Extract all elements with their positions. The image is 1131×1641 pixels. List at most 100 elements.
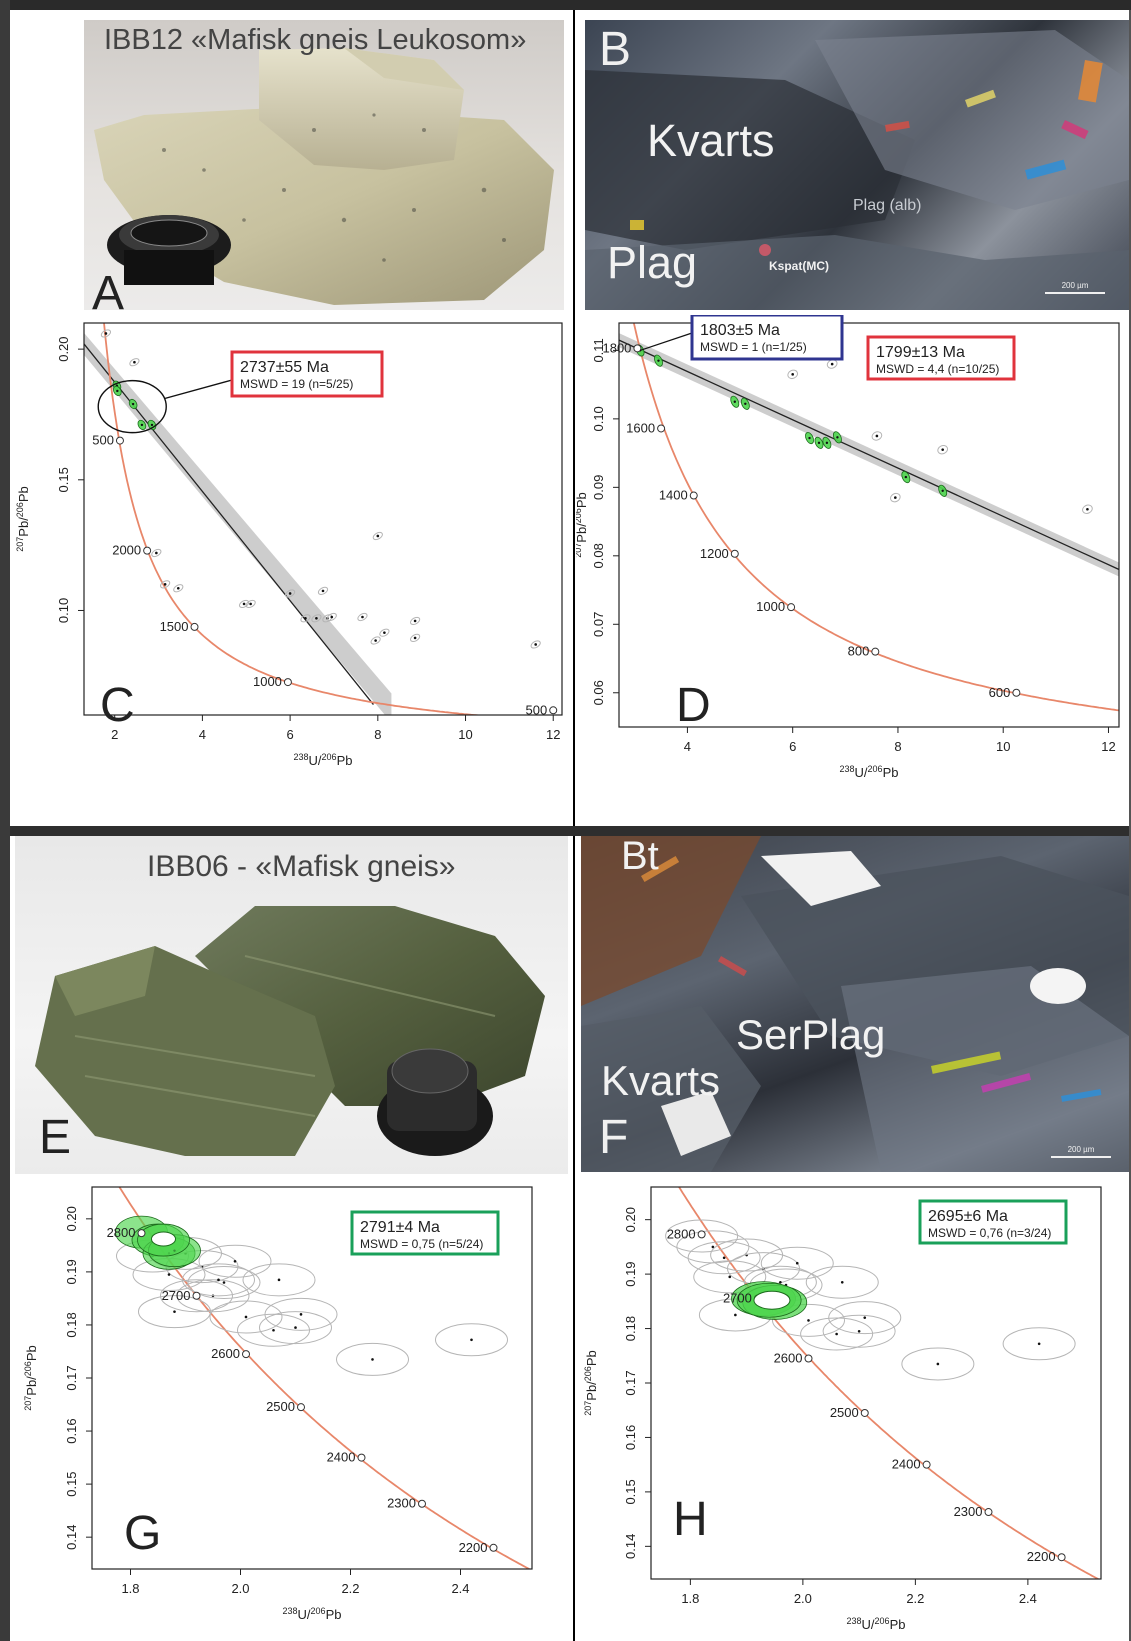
photo-panel-e: IBB06 - «Mafisk gneis» E bbox=[15, 836, 568, 1174]
scale-label-b: 200 µm bbox=[1062, 281, 1089, 290]
data-ellipse-grey bbox=[198, 1244, 272, 1278]
data-ellipse-grey bbox=[173, 584, 184, 593]
x-axis-title: 238U/206Pb bbox=[840, 764, 899, 780]
x-tick-label: 8 bbox=[374, 727, 381, 742]
data-ellipse-grey bbox=[300, 614, 311, 623]
data-point-grey bbox=[272, 1328, 275, 1332]
data-point-grey bbox=[163, 583, 167, 586]
y-axis-title: 207Pb/206Pb bbox=[15, 486, 31, 551]
data-point-grey bbox=[1037, 1342, 1041, 1346]
concordia-age-marker bbox=[192, 1291, 201, 1300]
data-point-grey bbox=[534, 643, 537, 646]
y-tick-label: 0.16 bbox=[623, 1425, 638, 1450]
data-point-grey bbox=[104, 332, 108, 335]
data-ellipse-grey bbox=[160, 1279, 233, 1313]
sample-title-a: IBB12 «Mafisk gneis Leukosom» bbox=[104, 24, 527, 56]
data-ellipse-grey bbox=[336, 1342, 409, 1376]
plot-frame bbox=[83, 322, 563, 716]
concordia-age-label: 2600 bbox=[211, 1346, 240, 1361]
concordia-age-label: 2000 bbox=[112, 543, 141, 558]
concordia-age-marker bbox=[297, 1403, 305, 1412]
data-point-grey bbox=[807, 1319, 810, 1322]
x-tick-label: 4 bbox=[684, 739, 691, 754]
y-tick-label: 0.09 bbox=[591, 475, 606, 500]
y-tick-label: 0.06 bbox=[591, 680, 606, 705]
concordia-age-marker bbox=[871, 647, 880, 656]
y-tick-label: 0.20 bbox=[56, 336, 71, 361]
y-tick-label: 0.14 bbox=[623, 1534, 638, 1559]
result-box-c bbox=[230, 350, 384, 398]
concordia-age-label: 2200 bbox=[459, 1540, 488, 1555]
concordia-age-label: 2400 bbox=[327, 1450, 356, 1465]
y-tick-label: 0.07 bbox=[591, 612, 606, 637]
concordia-age-label: 600 bbox=[989, 685, 1011, 700]
data-ellipse-grey bbox=[182, 1263, 255, 1297]
data-point-grey bbox=[835, 1332, 838, 1336]
concordia-age-marker bbox=[657, 424, 666, 433]
result-box-h-mswd: MSWD = 0,76 (n=3/24) bbox=[928, 1226, 1051, 1240]
y-axis-title: 207Pb/206Pb bbox=[576, 492, 589, 557]
frame-mid-horizontal bbox=[10, 826, 1131, 836]
x-axis-title: 238U/206Pb bbox=[847, 1616, 906, 1632]
hand-lens-icon bbox=[377, 1048, 493, 1156]
concordia-chart-c: 500 2000 1500 1000 500 2 4 6 8 10 12 0.10 0.15 0.20 23… bbox=[15, 322, 563, 768]
data-point-grey bbox=[383, 631, 386, 634]
data-point-grey bbox=[176, 586, 180, 590]
data-ellipse-grey bbox=[311, 614, 322, 623]
result-box-d-red-age: 1799±13 Ma bbox=[876, 344, 965, 361]
data-ellipse-grey bbox=[772, 1303, 845, 1337]
result-box-d-blue-age: 1803±5 Ma bbox=[700, 322, 780, 339]
data-ellipse-grey bbox=[326, 612, 337, 622]
hand-lens-icon bbox=[107, 215, 231, 285]
concordia-age-marker bbox=[1057, 1553, 1066, 1562]
x-tick-label: 1.8 bbox=[681, 1591, 699, 1606]
concordia-age-label: 2500 bbox=[266, 1399, 295, 1414]
concordia-age-label: 2500 bbox=[830, 1405, 859, 1420]
result-box-h-age: 2695±6 Ma bbox=[928, 1208, 1008, 1225]
data-point-grey bbox=[374, 639, 377, 642]
concordia-age-marker bbox=[730, 549, 739, 558]
y-tick-label: 0.17 bbox=[623, 1370, 638, 1395]
result-box-c-mswd: MSWD = 19 (n=5/25) bbox=[240, 377, 353, 391]
concordia-age-marker bbox=[689, 491, 698, 500]
y-tick-label: 0.18 bbox=[64, 1312, 79, 1337]
data-ellipse-grey bbox=[160, 580, 171, 589]
concordia-chart-d: 1800 1600 1400 1200 1000 800 600 4 6 8 10 12 0.06 0.0… bbox=[576, 315, 1120, 780]
data-ellipse-grey bbox=[787, 369, 799, 380]
mineral-label-plag-alb: Plag (alb) bbox=[853, 197, 922, 214]
data-ellipse-grey bbox=[1002, 1327, 1076, 1361]
data-point-grey bbox=[294, 1326, 297, 1329]
scale-label-f: 200 µm bbox=[1068, 1145, 1095, 1154]
data-point-grey bbox=[133, 360, 136, 364]
data-point-grey bbox=[376, 534, 380, 538]
concordia-age-label: 1500 bbox=[160, 619, 189, 634]
data-point-grey bbox=[361, 615, 364, 619]
data-ellipse-grey bbox=[800, 1317, 874, 1351]
concordia-age-marker bbox=[357, 1453, 366, 1462]
panel-letter-d: D bbox=[676, 679, 711, 732]
y-tick-label: 0.18 bbox=[623, 1316, 638, 1341]
data-ellipse-highlight bbox=[151, 1231, 176, 1247]
x-axis-title: 238U/206Pb bbox=[283, 1606, 342, 1622]
panel-letter-g: G bbox=[124, 1507, 162, 1560]
y-tick-label: 0.08 bbox=[591, 543, 606, 568]
data-point-green bbox=[825, 441, 829, 445]
data-ellipse-grey bbox=[410, 616, 421, 626]
regression-line bbox=[619, 339, 1119, 571]
concordia-age-marker bbox=[787, 603, 796, 612]
data-ellipse-grey bbox=[871, 431, 883, 441]
data-ellipse-highlight bbox=[753, 1290, 791, 1310]
data-ellipse-grey bbox=[129, 358, 140, 367]
data-point-grey bbox=[371, 1358, 374, 1361]
data-point-grey bbox=[779, 1280, 782, 1284]
concordia-age-label: 2300 bbox=[954, 1504, 983, 1519]
concordia-age-marker bbox=[137, 1229, 146, 1238]
sample-title-e: IBB06 - «Mafisk gneis» bbox=[147, 850, 456, 883]
data-point-green bbox=[150, 423, 154, 427]
concordia-age-marker bbox=[418, 1499, 426, 1508]
data-point-green bbox=[836, 436, 839, 439]
concordia-age-marker bbox=[283, 678, 292, 687]
callout-line bbox=[639, 332, 693, 351]
y-tick-label: 0.15 bbox=[64, 1471, 79, 1496]
y-tick-label: 0.16 bbox=[64, 1418, 79, 1443]
